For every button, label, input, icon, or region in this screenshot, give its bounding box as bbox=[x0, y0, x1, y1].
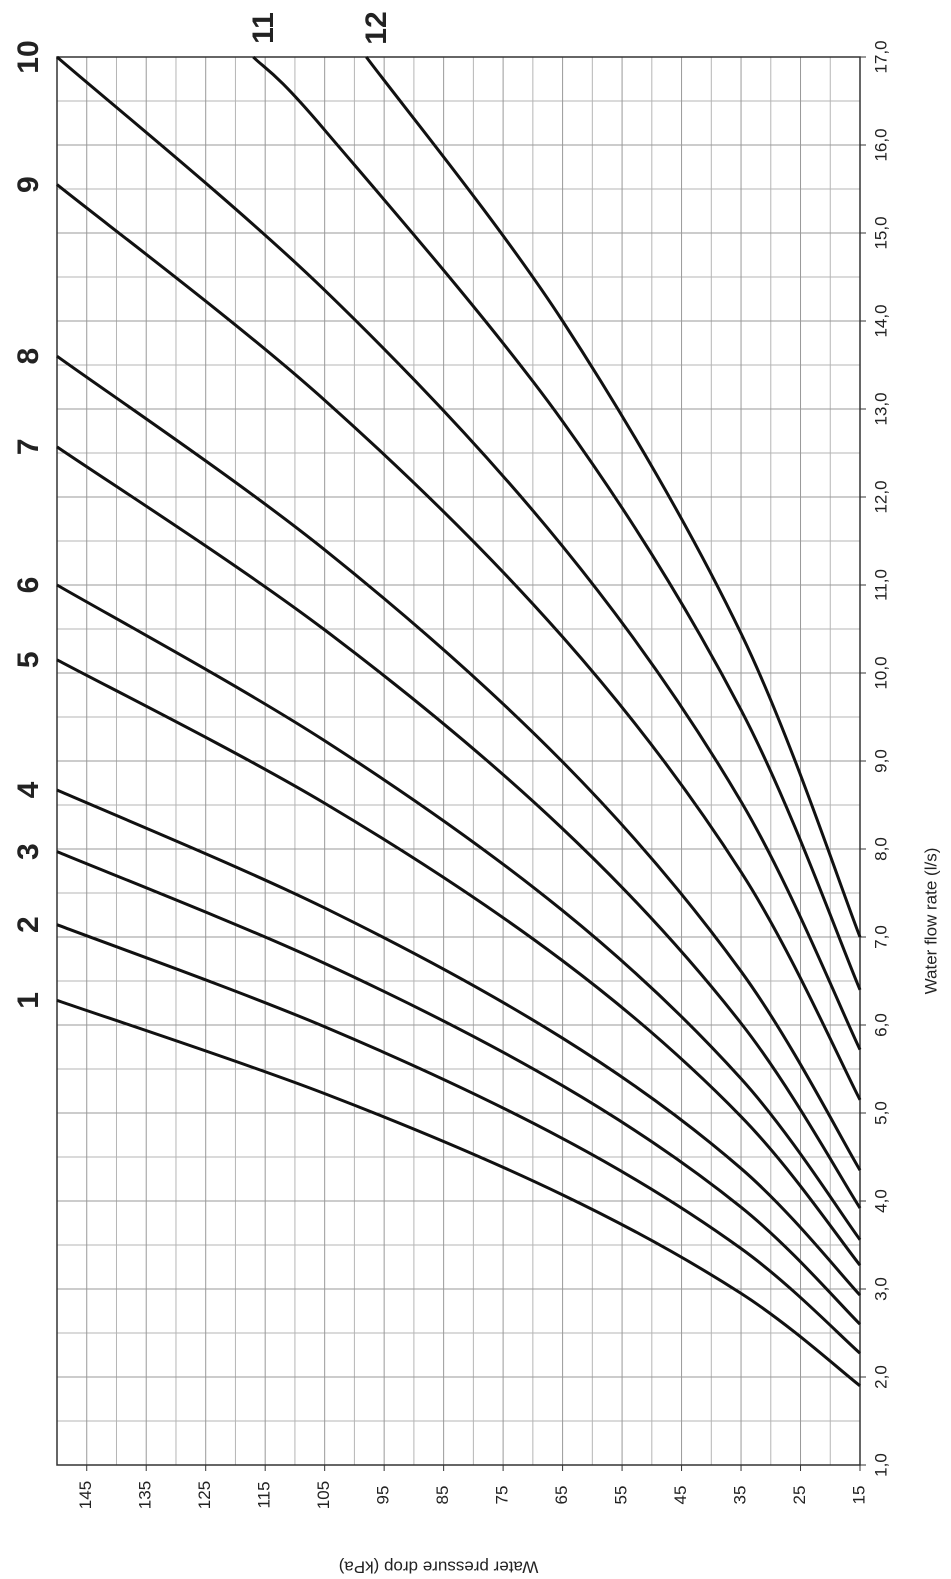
x-tick-label: 2,0 bbox=[871, 1365, 890, 1389]
plot-frame bbox=[56, 56, 861, 1466]
x-tick-label: 6,0 bbox=[871, 1013, 890, 1037]
x-tick-label: 5,0 bbox=[871, 1101, 890, 1125]
curve-label: 10 bbox=[12, 40, 45, 73]
curve-label: 5 bbox=[12, 651, 45, 668]
curve bbox=[56, 583, 862, 1241]
curve-label: 4 bbox=[12, 781, 45, 798]
x-tick-label: 12,0 bbox=[871, 480, 890, 513]
curve-label: 9 bbox=[12, 176, 45, 193]
y-tick-label: 85 bbox=[433, 1486, 452, 1505]
curve-label: 11 bbox=[247, 12, 280, 44]
curve-label: 1 bbox=[12, 992, 45, 1009]
x-tick-label: 1,0 bbox=[871, 1453, 890, 1477]
curve bbox=[365, 56, 862, 938]
curve bbox=[56, 354, 862, 1171]
x-tick-label: 16,0 bbox=[871, 128, 890, 161]
x-tick-label: 8,0 bbox=[871, 837, 890, 861]
x-tick-label: 7,0 bbox=[871, 925, 890, 949]
y-tick-label: 35 bbox=[731, 1486, 750, 1505]
curve bbox=[56, 923, 861, 1355]
curve bbox=[56, 445, 862, 1209]
x-tick-label: 14,0 bbox=[871, 304, 890, 337]
x-tick-label: 17,0 bbox=[871, 40, 890, 73]
curve-label: 6 bbox=[12, 577, 45, 594]
x-tick-label: 9,0 bbox=[871, 749, 890, 773]
y-tick-label: 145 bbox=[76, 1481, 95, 1509]
y-tick-label: 55 bbox=[612, 1486, 631, 1505]
y-tick-label: 15 bbox=[849, 1486, 868, 1505]
x-axis-title: Water flow rate (l/s) bbox=[921, 848, 940, 995]
y-tick-label: 75 bbox=[493, 1486, 512, 1505]
y-tick-label: 125 bbox=[195, 1481, 214, 1509]
x-tick-label: 4,0 bbox=[871, 1189, 890, 1213]
x-tick-label: 15,0 bbox=[871, 216, 890, 249]
y-tick-label: 95 bbox=[374, 1486, 393, 1505]
curve bbox=[56, 55, 862, 1051]
curve-label: 8 bbox=[12, 348, 45, 365]
curve-label: 7 bbox=[12, 438, 45, 455]
y-tick-label: 105 bbox=[314, 1481, 333, 1509]
x-tick-label: 3,0 bbox=[871, 1277, 890, 1301]
x-tick-label: 10,0 bbox=[871, 656, 890, 689]
y-tick-label: 115 bbox=[255, 1481, 274, 1508]
y-tick-label: 45 bbox=[671, 1486, 690, 1505]
curve-label: 12 bbox=[360, 11, 393, 44]
y-tick-label: 65 bbox=[552, 1486, 571, 1505]
y-tick-label: 25 bbox=[790, 1486, 809, 1505]
y-axis-title: Water pressure drop (kPa) bbox=[339, 1558, 539, 1577]
curve bbox=[56, 183, 862, 1101]
curve-label: 2 bbox=[12, 916, 45, 933]
x-tick-label: 11,0 bbox=[871, 569, 890, 601]
curve bbox=[252, 55, 862, 991]
curve bbox=[56, 850, 862, 1326]
x-tick-label: 13,0 bbox=[871, 392, 890, 425]
curve bbox=[56, 788, 862, 1297]
curve-label: 3 bbox=[12, 843, 45, 860]
curve bbox=[56, 998, 861, 1387]
y-tick-label: 135 bbox=[136, 1481, 155, 1509]
curve bbox=[56, 658, 862, 1267]
